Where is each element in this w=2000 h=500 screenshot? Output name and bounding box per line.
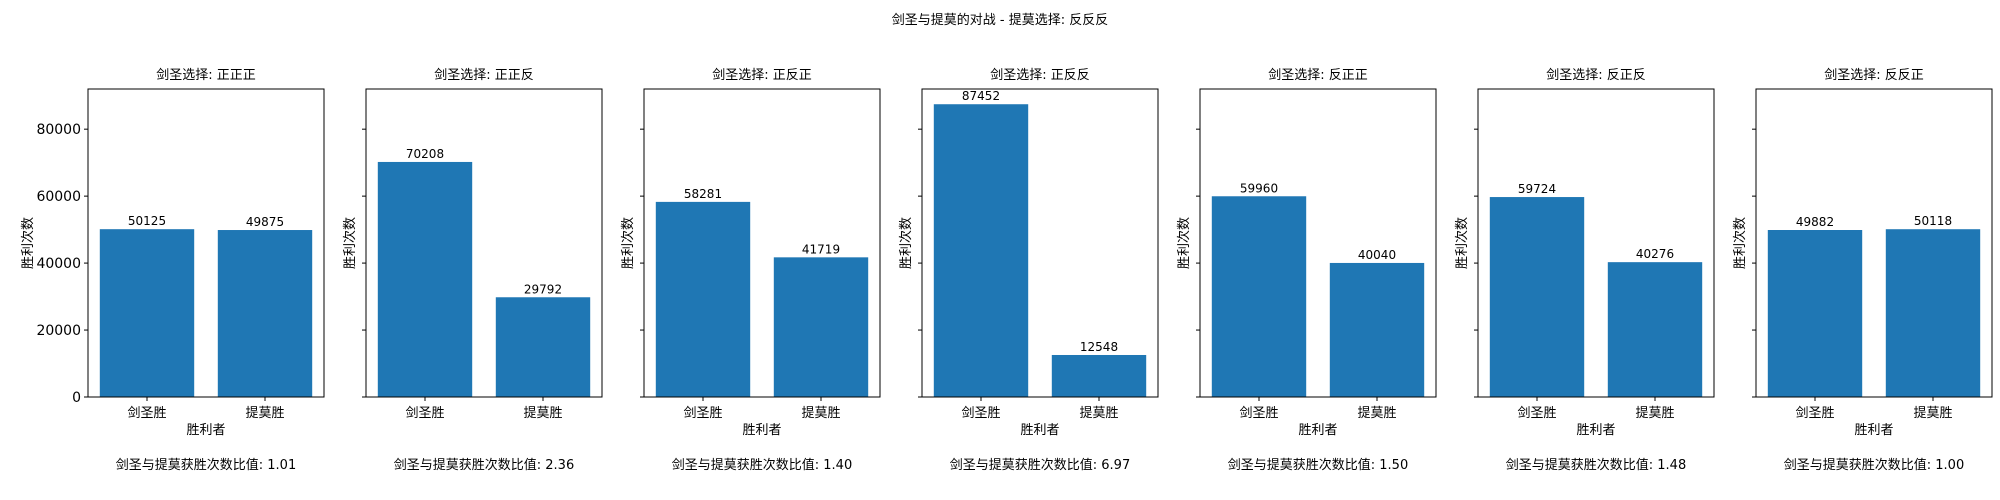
y-axis-label: 胜利次数 [620, 217, 636, 269]
x-axis-label: 胜利者 [1298, 423, 1337, 438]
y-axis-label: 胜利次数 [1454, 217, 1470, 269]
y-tick-label: 0 [72, 390, 81, 406]
bar-value-label: 87452 [962, 89, 1000, 103]
bar-value-label: 49882 [1796, 215, 1834, 229]
x-axis-label: 胜利者 [1854, 423, 1893, 438]
x-tick-label: 提莫胜 [1635, 405, 1674, 421]
y-tick-label: 40000 [36, 256, 81, 272]
x-axis-label: 胜利者 [742, 423, 781, 438]
bar-timo [495, 297, 591, 397]
axes-frame [1477, 88, 1715, 398]
bar-jiansheng [1211, 196, 1307, 397]
bar-jiansheng [655, 201, 751, 397]
bar-value-label: 59960 [1240, 181, 1278, 195]
x-tick-label: 剑圣胜 [1239, 405, 1278, 421]
x-tick-label: 提莫胜 [1913, 405, 1952, 421]
bar-value-label: 12548 [1080, 340, 1118, 354]
x-axis-label: 胜利者 [1576, 423, 1615, 438]
y-axis-label: 胜利次数 [898, 217, 914, 269]
ratio-annotation: 剑圣与提莫获胜次数比值: 6.97 [950, 457, 1130, 473]
axes-frame [365, 88, 603, 398]
ratio-annotation: 剑圣与提莫获胜次数比值: 1.01 [116, 457, 296, 473]
bar-jiansheng [933, 104, 1029, 397]
panel-title: 剑圣选择: 正反正 [712, 67, 812, 83]
axes-frame [87, 88, 325, 398]
figure-title: 剑圣与提莫的对战 - 提莫选择: 反反反 [891, 13, 1109, 28]
panel-title: 剑圣选择: 正反反 [990, 67, 1090, 83]
ratio-annotation: 剑圣与提莫获胜次数比值: 1.00 [1784, 457, 1964, 473]
bar-value-label: 41719 [802, 242, 840, 256]
bar-timo [217, 230, 313, 397]
x-tick-label: 剑圣胜 [1795, 405, 1834, 421]
x-tick-label: 提莫胜 [245, 405, 284, 421]
bar-jiansheng [1489, 197, 1585, 397]
bar-value-label: 70208 [406, 147, 444, 161]
x-tick-label: 剑圣胜 [127, 405, 166, 421]
x-tick-label: 提莫胜 [1079, 405, 1118, 421]
bar-timo [1051, 354, 1147, 397]
bar-value-label: 40040 [1358, 248, 1396, 262]
ratio-annotation: 剑圣与提莫获胜次数比值: 1.48 [1506, 457, 1686, 473]
y-tick-label: 20000 [36, 323, 81, 339]
bar-value-label: 59724 [1518, 182, 1556, 196]
y-axis-label: 胜利次数 [1732, 217, 1748, 269]
y-axis-label: 胜利次数 [342, 217, 358, 269]
y-tick-label: 60000 [36, 189, 81, 205]
bar-jiansheng [1767, 230, 1863, 397]
y-tick-label: 80000 [36, 122, 81, 138]
x-tick-label: 剑圣胜 [683, 405, 722, 421]
ratio-annotation: 剑圣与提莫获胜次数比值: 2.36 [394, 457, 574, 473]
ratio-annotation: 剑圣与提莫获胜次数比值: 1.40 [672, 457, 852, 473]
x-tick-label: 提莫胜 [1357, 405, 1396, 421]
bar-timo [1329, 262, 1425, 397]
y-axis-label: 胜利次数 [1176, 217, 1192, 269]
bar-jiansheng [377, 161, 473, 397]
bar-value-label: 49875 [246, 215, 284, 229]
bar-value-label: 40276 [1636, 247, 1674, 261]
panel-title: 剑圣选择: 正正反 [434, 67, 534, 83]
axes-frame [1755, 88, 1993, 398]
axes-frame [1199, 88, 1437, 398]
panel-title: 剑圣选择: 反反正 [1824, 67, 1924, 83]
x-tick-label: 剑圣胜 [405, 405, 444, 421]
y-axis-label: 胜利次数 [20, 217, 36, 269]
x-tick-label: 剑圣胜 [1517, 405, 1556, 421]
panel-title: 剑圣选择: 反正反 [1546, 67, 1646, 83]
panel-title: 剑圣选择: 正正正 [156, 67, 256, 83]
x-axis-label: 胜利者 [1020, 423, 1059, 438]
axes-frame [643, 88, 881, 398]
bar-timo [1885, 229, 1981, 397]
bar-value-label: 58281 [684, 187, 722, 201]
x-tick-label: 剑圣胜 [961, 405, 1000, 421]
ratio-annotation: 剑圣与提莫获胜次数比值: 1.50 [1228, 457, 1408, 473]
bar-timo [773, 257, 869, 397]
bar-value-label: 29792 [524, 282, 562, 296]
bar-value-label: 50125 [128, 214, 166, 228]
axes-frame [921, 88, 1159, 398]
panel-title: 剑圣选择: 反正正 [1268, 67, 1368, 83]
x-tick-label: 提莫胜 [523, 405, 562, 421]
bar-timo [1607, 262, 1703, 397]
x-axis-label: 胜利者 [186, 423, 225, 438]
x-tick-label: 提莫胜 [801, 405, 840, 421]
bar-jiansheng [99, 229, 195, 397]
bar-value-label: 50118 [1914, 214, 1952, 228]
